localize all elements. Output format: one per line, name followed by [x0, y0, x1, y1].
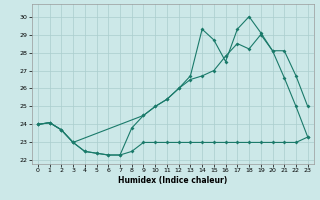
X-axis label: Humidex (Indice chaleur): Humidex (Indice chaleur) [118, 176, 228, 185]
